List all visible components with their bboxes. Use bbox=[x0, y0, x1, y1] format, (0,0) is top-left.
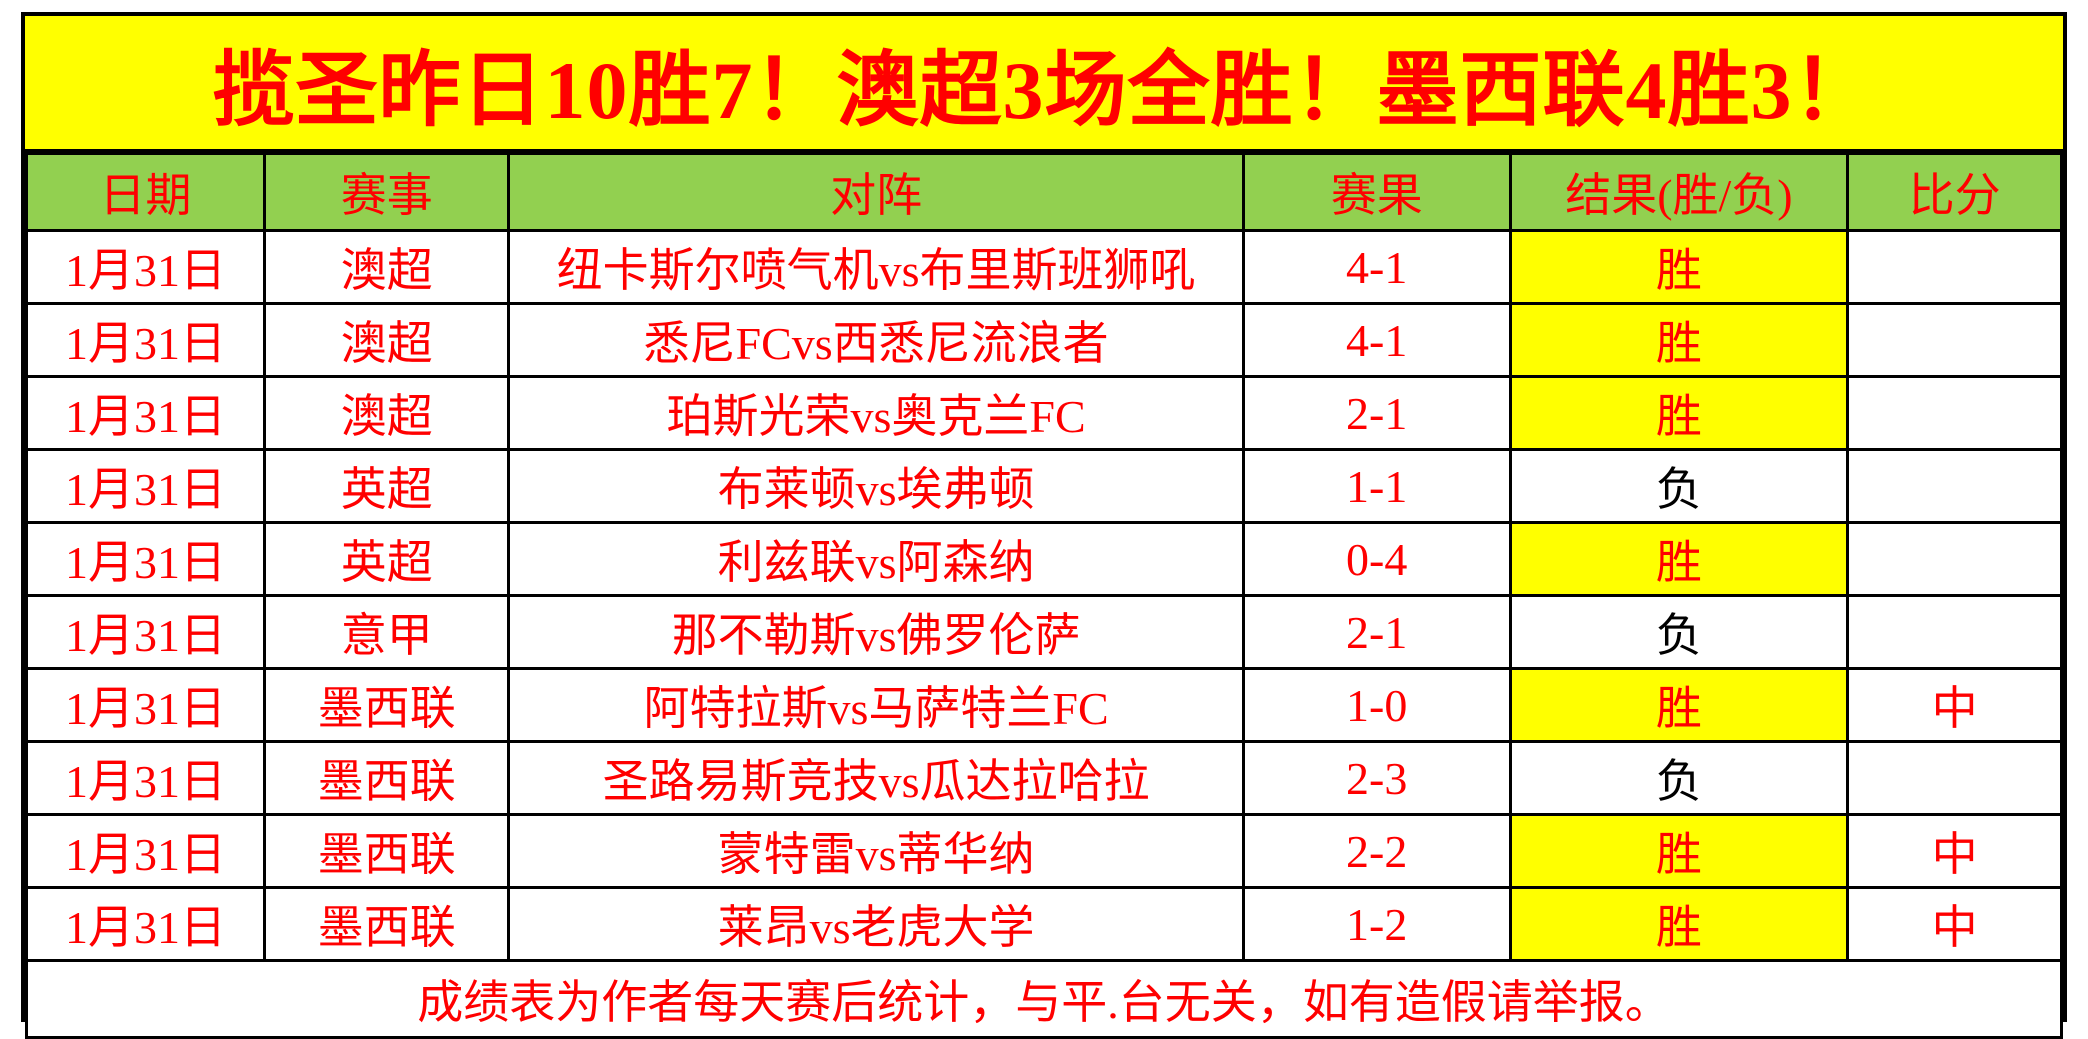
score-cell: 1-0 bbox=[1241, 667, 1512, 743]
league-cell: 英超 bbox=[263, 521, 511, 597]
date-cell: 1月31日 bbox=[24, 375, 267, 451]
col-header-league: 赛事 bbox=[263, 152, 511, 232]
header-row: 日期 赛事 对阵 赛果 结果(胜/负) 比分 bbox=[24, 152, 2063, 232]
result-cell: 胜 bbox=[1508, 521, 1850, 597]
date-cell: 1月31日 bbox=[24, 667, 267, 743]
col-header-date: 日期 bbox=[24, 152, 267, 232]
date-cell: 1月31日 bbox=[24, 740, 267, 816]
league-cell: 墨西联 bbox=[263, 740, 511, 816]
result-cell: 胜 bbox=[1508, 667, 1850, 743]
league-cell: 澳超 bbox=[263, 302, 511, 378]
col-header-final: 比分 bbox=[1846, 152, 2063, 232]
match-cell: 那不勒斯vs佛罗伦萨 bbox=[507, 594, 1245, 670]
final-cell bbox=[1846, 740, 2063, 816]
match-cell: 布莱顿vs埃弗顿 bbox=[507, 448, 1245, 524]
table-header: 日期 赛事 对阵 赛果 结果(胜/负) 比分 bbox=[24, 152, 2063, 232]
result-cell: 负 bbox=[1508, 594, 1850, 670]
result-cell: 负 bbox=[1508, 740, 1850, 816]
match-cell: 莱昂vs老虎大学 bbox=[507, 886, 1245, 962]
result-cell: 胜 bbox=[1508, 886, 1850, 962]
table-row: 1月31日 墨西联 蒙特雷vs蒂华纳 2-2 胜 中 bbox=[24, 813, 2063, 889]
final-cell bbox=[1846, 448, 2063, 524]
date-cell: 1月31日 bbox=[24, 302, 267, 378]
match-cell: 纽卡斯尔喷气机vs布里斯班狮吼 bbox=[507, 229, 1245, 305]
result-cell: 负 bbox=[1508, 448, 1850, 524]
score-cell: 4-1 bbox=[1241, 302, 1512, 378]
match-cell: 阿特拉斯vs马萨特兰FC bbox=[507, 667, 1245, 743]
title-banner: 揽圣昨日10胜7！澳超3场全胜！墨西联4胜3！ bbox=[25, 16, 2063, 152]
date-cell: 1月31日 bbox=[24, 594, 267, 670]
match-cell: 圣路易斯竞技vs瓜达拉哈拉 bbox=[507, 740, 1245, 816]
result-cell: 胜 bbox=[1508, 375, 1850, 451]
match-cell: 利兹联vs阿森纳 bbox=[507, 521, 1245, 597]
league-cell: 意甲 bbox=[263, 594, 511, 670]
table-row: 1月31日 澳超 珀斯光荣vs奥克兰FC 2-1 胜 bbox=[24, 375, 2063, 451]
table-row: 1月31日 英超 利兹联vs阿森纳 0-4 胜 bbox=[24, 521, 2063, 597]
footer-row: 成绩表为作者每天赛后统计，与平.台无关，如有造假请举报。 bbox=[25, 959, 2063, 1039]
table-footer: 成绩表为作者每天赛后统计，与平.台无关，如有造假请举报。 bbox=[25, 959, 2063, 1039]
score-cell: 0-4 bbox=[1241, 521, 1512, 597]
col-header-result: 结果(胜/负) bbox=[1508, 152, 1850, 232]
final-cell bbox=[1846, 375, 2063, 451]
final-cell: 中 bbox=[1846, 813, 2063, 889]
table-row: 1月31日 墨西联 莱昂vs老虎大学 1-2 胜 中 bbox=[24, 886, 2063, 962]
result-cell: 胜 bbox=[1508, 813, 1850, 889]
final-cell: 中 bbox=[1846, 886, 2063, 962]
table-row: 1月31日 澳超 纽卡斯尔喷气机vs布里斯班狮吼 4-1 胜 bbox=[24, 229, 2063, 305]
col-header-score: 赛果 bbox=[1241, 152, 1512, 232]
result-cell: 胜 bbox=[1508, 229, 1850, 305]
table-row: 1月31日 澳超 悉尼FCvs西悉尼流浪者 4-1 胜 bbox=[24, 302, 2063, 378]
disclaimer-text: 成绩表为作者每天赛后统计，与平.台无关，如有造假请举报。 bbox=[25, 959, 2063, 1039]
match-cell: 珀斯光荣vs奥克兰FC bbox=[507, 375, 1245, 451]
date-cell: 1月31日 bbox=[24, 886, 267, 962]
score-cell: 4-1 bbox=[1241, 229, 1512, 305]
league-cell: 澳超 bbox=[263, 229, 511, 305]
table-row: 1月31日 墨西联 阿特拉斯vs马萨特兰FC 1-0 胜 中 bbox=[24, 667, 2063, 743]
score-cell: 1-1 bbox=[1241, 448, 1512, 524]
league-cell: 墨西联 bbox=[263, 667, 511, 743]
results-table: 日期 赛事 对阵 赛果 结果(胜/负) 比分 1月31日 澳超 纽卡斯尔喷气机v… bbox=[24, 152, 2063, 1039]
score-cell: 2-1 bbox=[1241, 594, 1512, 670]
date-cell: 1月31日 bbox=[24, 813, 267, 889]
league-cell: 墨西联 bbox=[263, 813, 511, 889]
date-cell: 1月31日 bbox=[24, 448, 267, 524]
score-cell: 2-3 bbox=[1241, 740, 1512, 816]
final-cell bbox=[1846, 302, 2063, 378]
results-sheet: 揽圣昨日10胜7！澳超3场全胜！墨西联4胜3！ 日期 赛事 对阵 赛果 结果(胜… bbox=[21, 12, 2067, 1039]
final-cell: 中 bbox=[1846, 667, 2063, 743]
final-cell bbox=[1846, 521, 2063, 597]
table-row: 1月31日 英超 布莱顿vs埃弗顿 1-1 负 bbox=[24, 448, 2063, 524]
table-row: 1月31日 墨西联 圣路易斯竞技vs瓜达拉哈拉 2-3 负 bbox=[24, 740, 2063, 816]
league-cell: 英超 bbox=[263, 448, 511, 524]
match-cell: 悉尼FCvs西悉尼流浪者 bbox=[507, 302, 1245, 378]
score-cell: 1-2 bbox=[1241, 886, 1512, 962]
match-cell: 蒙特雷vs蒂华纳 bbox=[507, 813, 1245, 889]
score-cell: 2-1 bbox=[1241, 375, 1512, 451]
league-cell: 墨西联 bbox=[263, 886, 511, 962]
table-row: 1月31日 意甲 那不勒斯vs佛罗伦萨 2-1 负 bbox=[24, 594, 2063, 670]
final-cell bbox=[1846, 229, 2063, 305]
date-cell: 1月31日 bbox=[24, 229, 267, 305]
col-header-match: 对阵 bbox=[507, 152, 1245, 232]
result-cell: 胜 bbox=[1508, 302, 1850, 378]
final-cell bbox=[1846, 594, 2063, 670]
score-cell: 2-2 bbox=[1241, 813, 1512, 889]
league-cell: 澳超 bbox=[263, 375, 511, 451]
results-body: 1月31日 澳超 纽卡斯尔喷气机vs布里斯班狮吼 4-1 胜 1月31日 澳超 … bbox=[24, 229, 2063, 962]
date-cell: 1月31日 bbox=[24, 521, 267, 597]
